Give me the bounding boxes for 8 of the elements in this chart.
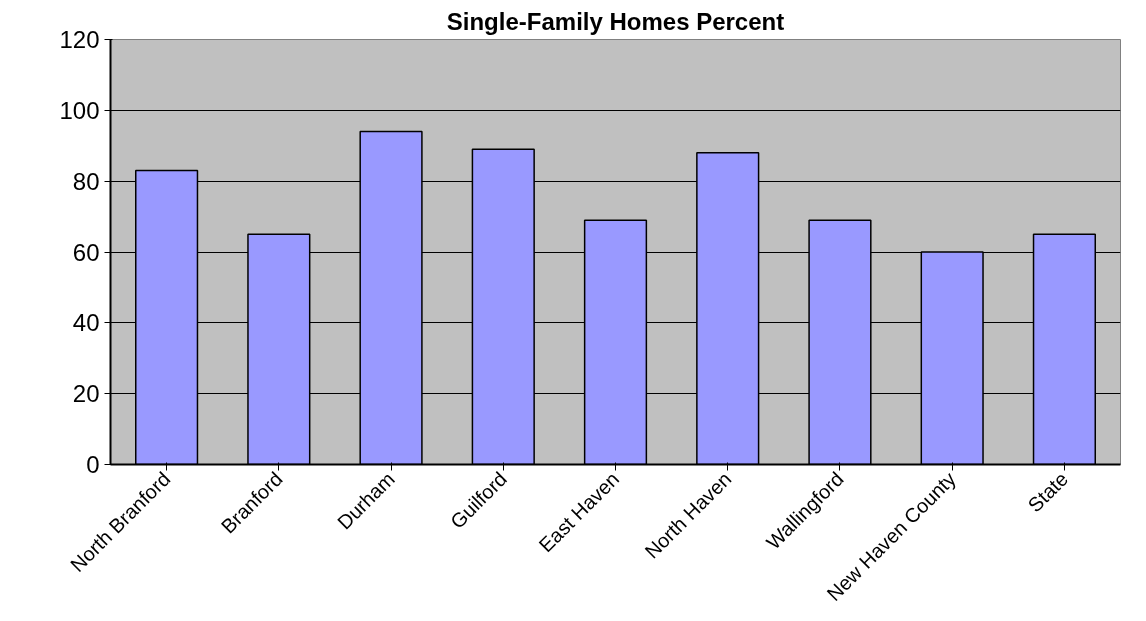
y-tick-label: 60 — [72, 238, 100, 266]
y-tick-label: 80 — [72, 167, 100, 195]
y-tick-label: 0 — [86, 451, 100, 478]
y-tick-label: 100 — [59, 96, 100, 124]
y-tick-label: 40 — [72, 309, 100, 337]
y-tick-label: 120 — [59, 26, 100, 53]
y-tick-label: 20 — [72, 380, 100, 408]
chart-title: Single-Family Homes Percent — [446, 7, 785, 35]
